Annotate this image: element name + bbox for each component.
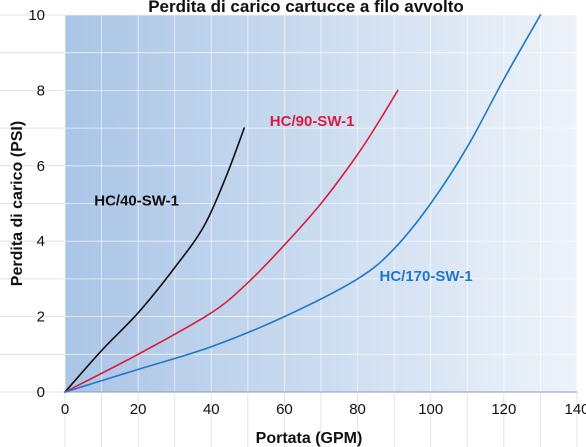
- series-label-2: HC/170-SW-1: [380, 268, 473, 285]
- x-tick-label: 140: [564, 401, 586, 418]
- series-line-2: [64, 14, 542, 393]
- x-tick-label: 100: [418, 401, 443, 418]
- tick-labels: 0 20 40 60 80 100 120 140 0 2 4 6 8 10: [28, 7, 586, 418]
- series-label-1: HC/90-SW-1: [270, 113, 355, 130]
- series-labels: HC/40-SW-1 HC/90-SW-1 HC/170-SW-1: [94, 113, 472, 285]
- y-tick-label: 2: [37, 309, 45, 326]
- y-axis-title: Perdita di carico (PSI): [9, 121, 26, 286]
- x-tick-label: 120: [491, 401, 516, 418]
- chart-title: Perdita di carico cartucce a filo avvolt…: [148, 0, 464, 16]
- x-tick-label: 20: [130, 401, 147, 418]
- x-tick-label: 60: [276, 401, 293, 418]
- series-label-0: HC/40-SW-1: [94, 192, 179, 209]
- series-line-0: [64, 127, 245, 393]
- x-tick-label: 40: [203, 401, 220, 418]
- y-tick-label: 4: [37, 233, 45, 250]
- y-tick-label: 8: [37, 82, 45, 99]
- series-line-1: [64, 89, 399, 393]
- y-tick-label: 6: [37, 158, 45, 175]
- series-lines: [64, 14, 542, 393]
- y-tick-label: 0: [37, 384, 45, 401]
- outer-grid-lines: [0, 14, 578, 447]
- x-tick-label: 0: [61, 401, 69, 418]
- x-axis-title: Portata (GPM): [256, 430, 363, 447]
- y-tick-label: 10: [28, 7, 45, 24]
- x-tick-label: 80: [349, 401, 366, 418]
